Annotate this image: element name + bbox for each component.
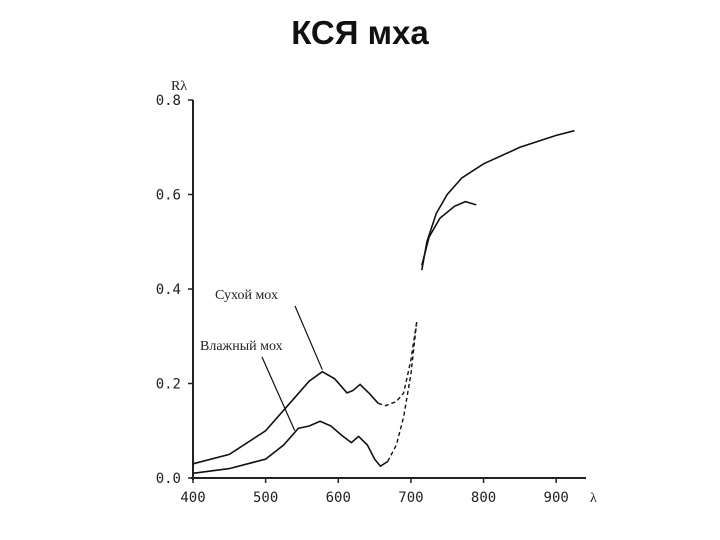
- annotation-leader-line: [261, 356, 296, 431]
- x-tick-label: 600: [326, 490, 351, 506]
- x-tick-label: 900: [544, 490, 569, 506]
- annotation-label: Сухой мох: [215, 288, 278, 303]
- y-tick-label: 0.2: [156, 377, 181, 393]
- annotation-label: Влажный мох: [200, 339, 283, 354]
- series-segment-solid: [421, 200, 477, 266]
- series-segment-solid: [192, 420, 389, 475]
- slide-title: КСЯ мха: [291, 14, 429, 51]
- y-axis-label: Rλ: [171, 79, 187, 94]
- series-line-dry-moss: [192, 129, 575, 465]
- chart-axes: 0.0 0.2 0.4 0.6 0.8 400 500 600 700 800 900 Rλ λ: [156, 79, 597, 506]
- series-segment-dashed: [377, 321, 418, 407]
- y-tick-label: 0.8: [156, 93, 181, 109]
- x-axis-label: λ: [590, 491, 597, 506]
- y-tick-label: 0.6: [156, 188, 181, 204]
- x-tick-label: 500: [253, 490, 278, 506]
- x-tick-label: 400: [180, 490, 205, 506]
- x-tick-label: 800: [471, 490, 496, 506]
- chart-series: [192, 129, 575, 475]
- y-tick-label: 0.0: [156, 471, 181, 487]
- series-segment-dashed: [387, 322, 418, 462]
- annotation-leader-line: [294, 305, 323, 370]
- series-segment-solid: [192, 370, 379, 465]
- y-tick-label: 0.4: [156, 282, 181, 298]
- chart-annotations: Сухой мох Влажный мох: [200, 288, 323, 431]
- x-tick-label: 700: [398, 490, 423, 506]
- series-line-wet-moss: [192, 200, 477, 475]
- series-segment-solid: [421, 129, 575, 271]
